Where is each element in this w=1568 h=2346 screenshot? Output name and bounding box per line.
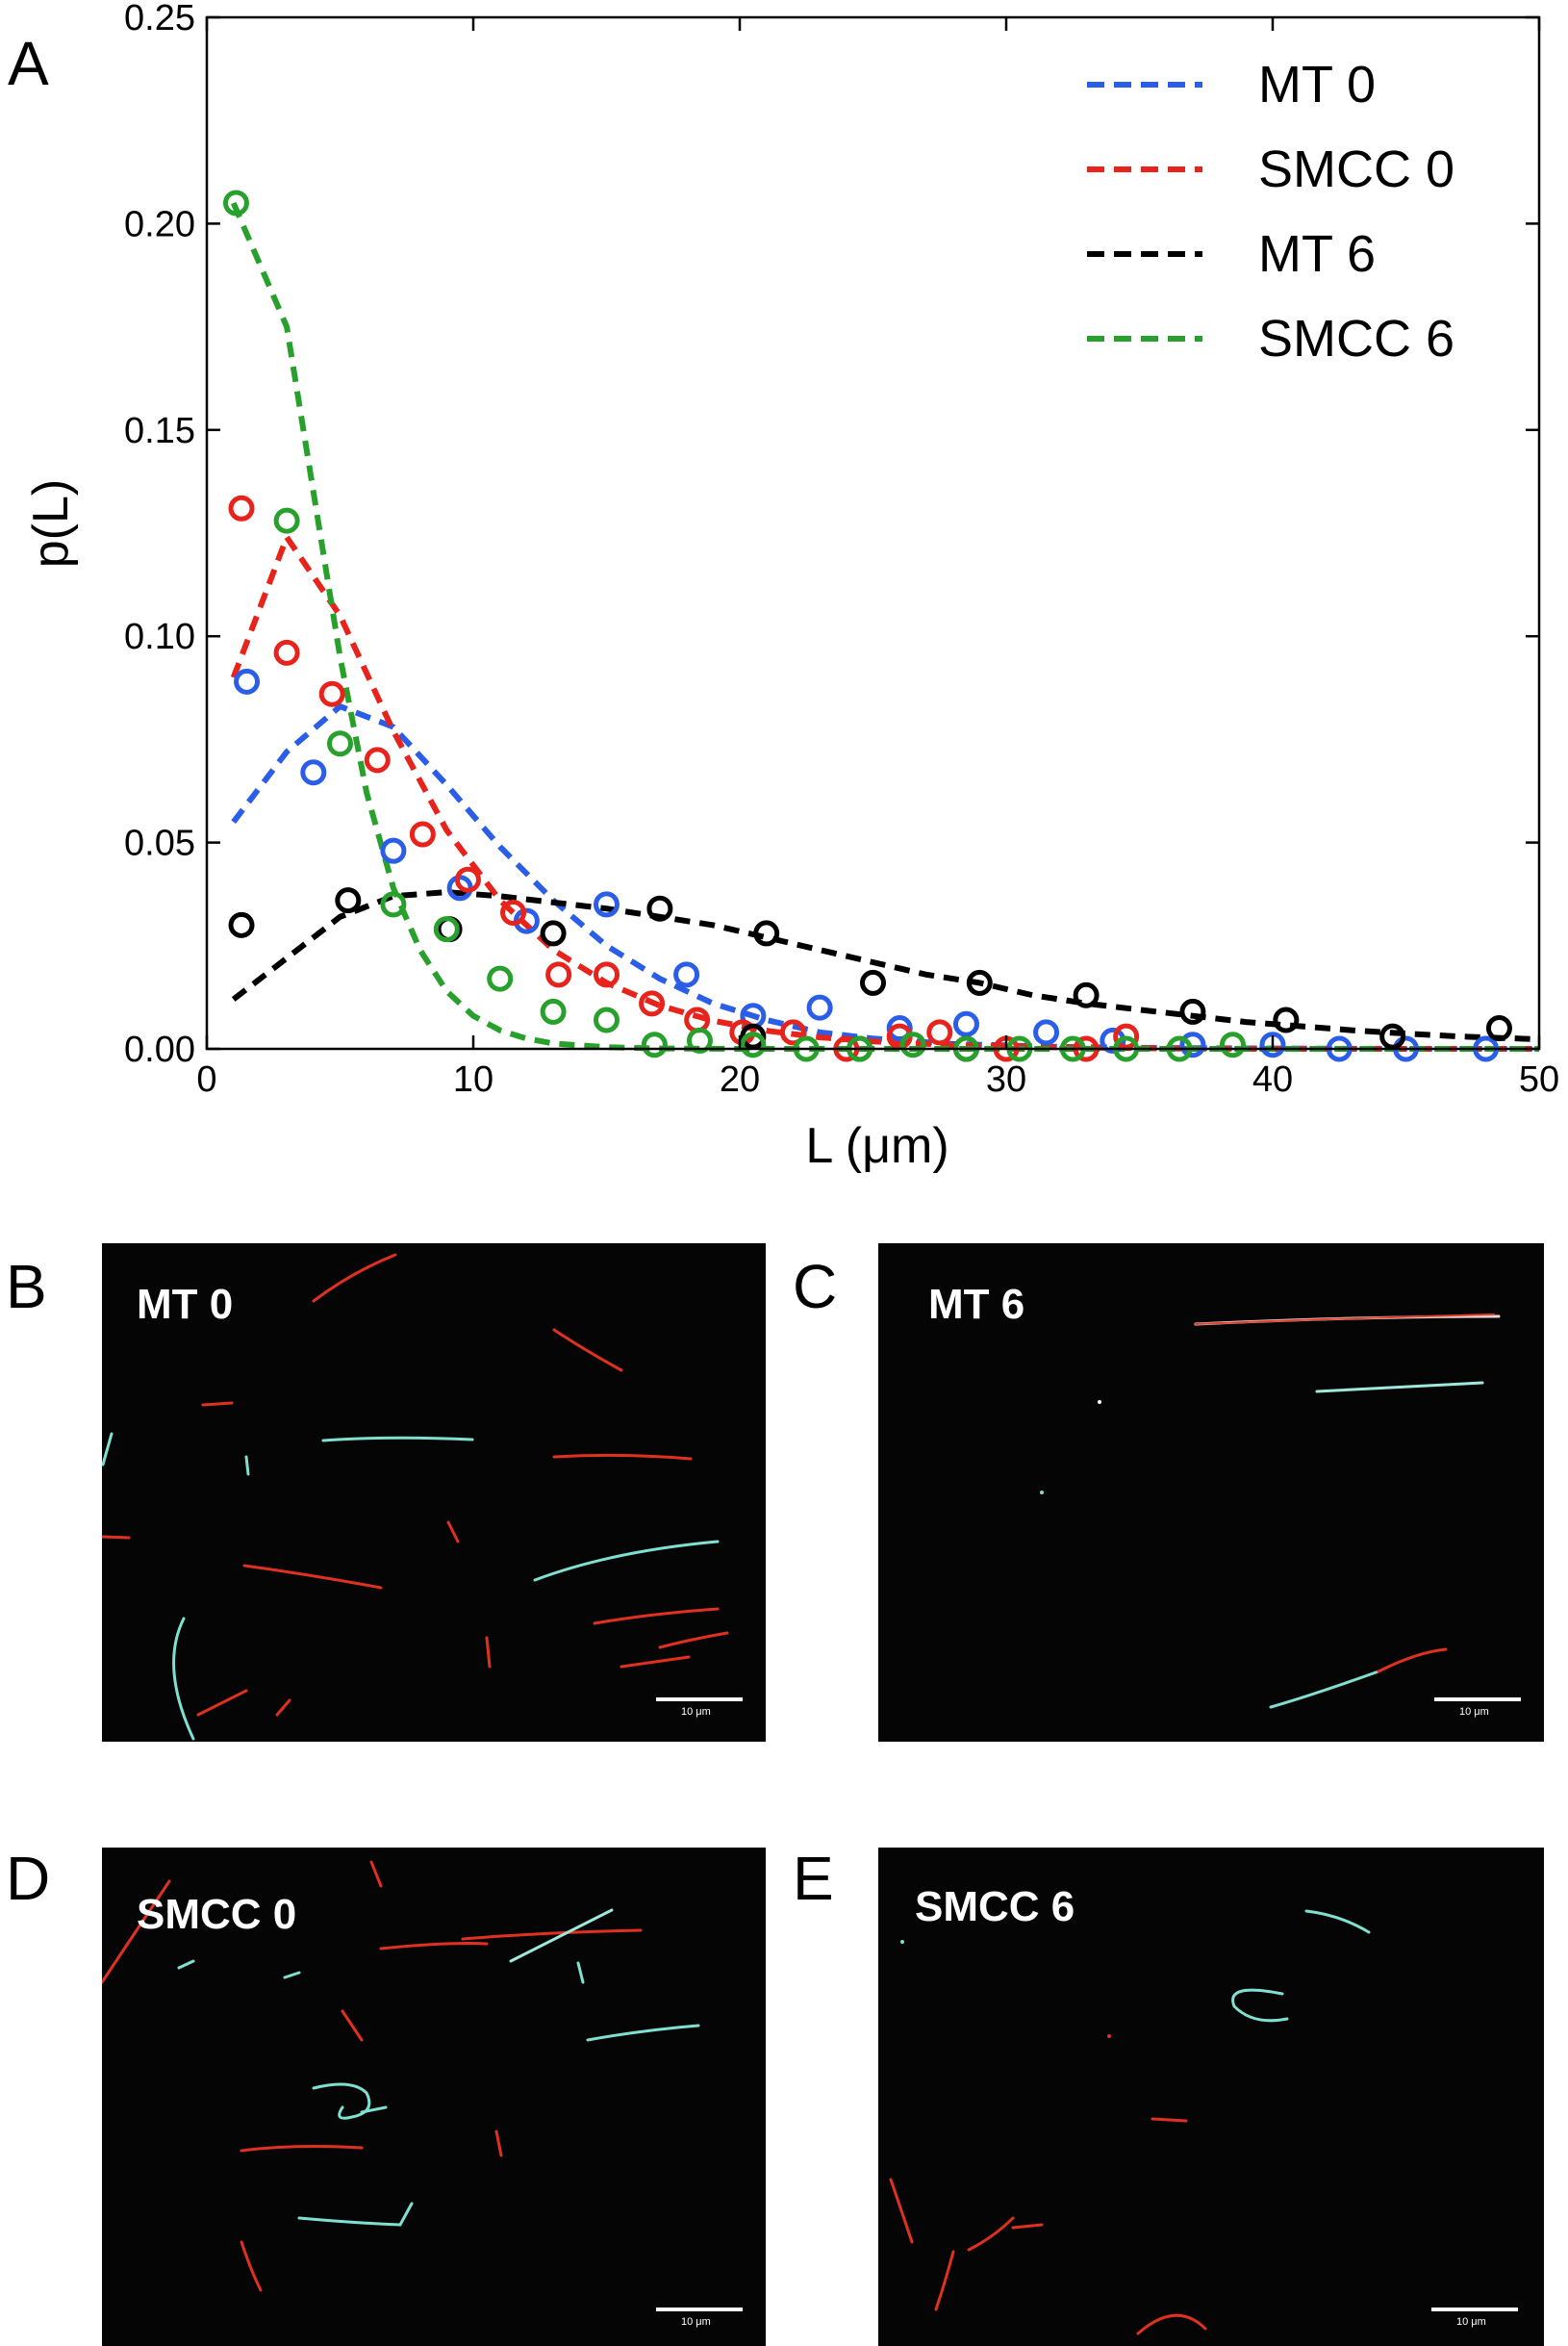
data-point-smcc-0 (364, 747, 391, 774)
data-point-mt-6 (1273, 1007, 1300, 1033)
data-point-mt-6 (228, 911, 255, 938)
micrograph-smcc0: SMCC 0 10 μm (102, 1848, 766, 2346)
legend-label-mt-0: MT 0 (1258, 56, 1376, 114)
scale-bar-text-smcc6: 10 μm (1456, 2316, 1486, 2328)
x-tick-label: 50 (1519, 1059, 1559, 1100)
panel-label-smcc6: SMCC 6 (915, 1883, 1075, 1930)
scale-bar-text-mt6: 10 μm (1459, 1706, 1489, 1718)
filament-image-mt6 (1040, 1313, 1501, 1709)
data-point-smcc-6 (1219, 1032, 1246, 1058)
data-point-mt-0 (1179, 1032, 1206, 1058)
y-axis-label: p(L) (23, 479, 79, 568)
legend-label-smcc-0: SMCC 0 (1258, 140, 1454, 198)
data-point-mt-0 (673, 961, 700, 988)
data-point-smcc-6 (273, 507, 300, 534)
scale-bar-smcc6 (1431, 2308, 1518, 2311)
fit-line-smcc-0 (230, 530, 1539, 1052)
micrograph-mt0: MT 0 10 μm (102, 1243, 766, 1742)
x-tick-label: 30 (986, 1059, 1026, 1100)
data-point-smcc-6 (540, 998, 567, 1025)
panel-label-mt0: MT 0 (137, 1281, 234, 1328)
data-point-mt-0 (1033, 1019, 1060, 1046)
x-tick-label: 0 (196, 1059, 216, 1100)
data-point-smcc-6 (222, 190, 249, 217)
y-tick-label: 0.05 (124, 824, 195, 864)
data-point-smcc-6 (686, 1027, 713, 1054)
y-tick-label: 0.00 (124, 1030, 195, 1070)
filament-image-mt0 (102, 1253, 729, 1741)
data-point-smcc-0 (1113, 1023, 1140, 1050)
panel-letter-e: E (793, 1844, 834, 1913)
filament-image-smcc0 (102, 1860, 700, 2292)
x-tick-label: 10 (453, 1059, 493, 1100)
data-point-smcc-0 (454, 866, 481, 893)
data-point-mt-0 (1259, 1032, 1286, 1058)
data-point-mt-0 (300, 759, 327, 786)
data-point-smcc-0 (779, 1019, 806, 1046)
data-point-mt-0 (594, 891, 620, 918)
data-point-mt-0 (806, 994, 833, 1021)
panel-letter-b: B (6, 1252, 47, 1321)
data-point-smcc-0 (545, 961, 572, 988)
data-point-smcc-0 (273, 639, 300, 666)
fit-line-mt-6 (231, 889, 1540, 1043)
data-point-mt-6 (1179, 998, 1206, 1025)
data-point-mt-6 (1379, 1023, 1406, 1050)
data-point-mt-6 (646, 895, 673, 922)
legend-label-smcc-6: SMCC 6 (1258, 310, 1454, 368)
data-point-smcc-6 (380, 891, 407, 918)
scale-bar-smcc0 (656, 2308, 743, 2311)
data-point-mt-0 (380, 837, 407, 864)
data-point-smcc-6 (740, 1032, 767, 1058)
data-point-mt-0 (886, 1015, 913, 1042)
data-point-smcc-6 (433, 916, 460, 943)
panel-label-mt6: MT 6 (928, 1281, 1025, 1328)
x-tick-label: 20 (720, 1059, 760, 1100)
data-point-mt-6 (1485, 1015, 1512, 1042)
scale-bar-mt6 (1434, 1697, 1521, 1701)
data-point-smcc-0 (926, 1019, 953, 1046)
length-distribution-chart: 0 10 20 30 40 50 0.00 0.05 0.10 0.15 0.20 0.25 MT 0… (8, 0, 1559, 1174)
data-point-mt-6 (335, 887, 362, 914)
y-tick-label: 0.25 (124, 0, 195, 38)
data-point-mt-0 (952, 1010, 979, 1037)
data-point-smcc-6 (641, 1032, 668, 1058)
x-axis-label: L (μm) (805, 1118, 948, 1174)
data-point-smcc-0 (409, 821, 436, 848)
scale-bar-text-mt0: 10 μm (681, 1706, 711, 1718)
panel-letter-c: C (793, 1252, 838, 1321)
y-tick-label: 0.15 (124, 411, 195, 451)
data-point-smcc-0 (594, 961, 620, 988)
data-point-mt-6 (540, 920, 567, 947)
data-point-mt-6 (966, 969, 993, 996)
fit-line-mt-0 (231, 702, 1539, 1052)
data-point-mt-6 (860, 969, 886, 996)
data-point-smcc-0 (500, 899, 527, 926)
data-point-mt-0 (234, 668, 261, 695)
y-tick-label: 0.20 (124, 204, 195, 244)
data-point-smcc-0 (228, 495, 255, 522)
scale-bar-text-smcc0: 10 μm (681, 2316, 711, 2328)
legend-label-mt-6: MT 6 (1258, 225, 1376, 283)
scale-bar-mt0 (656, 1697, 743, 1701)
micrograph-smcc6: SMCC 6 10 μm (878, 1848, 1544, 2346)
micrograph-mt6: MT 6 10 μm (878, 1243, 1544, 1742)
data-point-mt-6 (740, 1023, 767, 1050)
plot-frame (205, 15, 1541, 1051)
data-point-smcc-0 (639, 990, 666, 1017)
data-point-mt-6 (753, 920, 780, 947)
data-point-smcc-6 (327, 730, 353, 757)
data-point-smcc-6 (899, 1032, 926, 1058)
x-tick-label: 40 (1252, 1059, 1293, 1100)
panel-letter-d: D (6, 1844, 51, 1913)
data-point-smcc-6 (594, 1007, 620, 1033)
panel-label-smcc0: SMCC 0 (137, 1891, 297, 1938)
data-point-smcc-0 (318, 680, 345, 707)
data-point-mt-6 (1073, 982, 1100, 1008)
panel-letter-a: A (8, 29, 49, 98)
filament-image-smcc6 (889, 1909, 1371, 2335)
y-tick-label: 0.10 (124, 617, 195, 657)
data-point-smcc-6 (487, 965, 514, 992)
